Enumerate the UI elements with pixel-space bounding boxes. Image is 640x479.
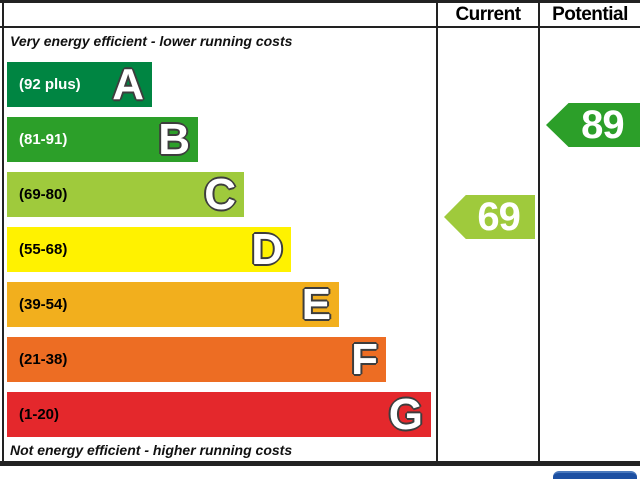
potential-column-divider bbox=[538, 0, 540, 466]
band-c: (69-80) C bbox=[7, 172, 244, 217]
chart-bottom-border bbox=[0, 461, 640, 466]
header-separator-line bbox=[0, 26, 640, 28]
band-c-range-label: (69-80) bbox=[19, 186, 68, 203]
band-g: (1-20) G bbox=[7, 392, 431, 437]
top-caption: Very energy efficient - lower running co… bbox=[10, 33, 293, 49]
chart-top-border bbox=[0, 0, 640, 3]
current-rating-arrow: 69 bbox=[444, 195, 535, 239]
band-e-letter: E bbox=[301, 280, 331, 329]
band-g-letter: G bbox=[388, 390, 423, 439]
band-f-letter: F bbox=[351, 335, 378, 384]
band-d-range-label: (55-68) bbox=[19, 241, 68, 258]
band-a-letter: A bbox=[112, 60, 144, 109]
potential-column-header: Potential bbox=[552, 4, 628, 25]
current-column-header: Current bbox=[455, 4, 521, 25]
band-b-range-label: (81-91) bbox=[19, 131, 68, 148]
bottom-caption: Not energy efficient - higher running co… bbox=[10, 442, 293, 458]
band-f: (21-38) F bbox=[7, 337, 386, 382]
eu-directive-badge-partial bbox=[553, 471, 637, 479]
chart-left-border bbox=[2, 0, 4, 466]
band-a: (92 plus) A bbox=[7, 62, 152, 107]
band-g-range-label: (1-20) bbox=[19, 406, 60, 423]
band-e-range-label: (39-54) bbox=[19, 296, 68, 313]
band-e: (39-54) E bbox=[7, 282, 339, 327]
band-f-range-label: (21-38) bbox=[19, 351, 68, 368]
band-c-letter: C bbox=[204, 170, 236, 219]
current-column-divider bbox=[436, 0, 438, 466]
band-a-range-label: (92 plus) bbox=[19, 76, 81, 93]
current-rating-value: 69 bbox=[477, 195, 520, 239]
band-b: (81-91) B bbox=[7, 117, 198, 162]
band-d: (55-68) D bbox=[7, 227, 291, 272]
potential-rating-value: 89 bbox=[581, 103, 624, 147]
potential-rating-arrow: 89 bbox=[546, 103, 640, 147]
band-d-letter: D bbox=[251, 225, 283, 274]
band-b-letter: B bbox=[158, 115, 190, 164]
